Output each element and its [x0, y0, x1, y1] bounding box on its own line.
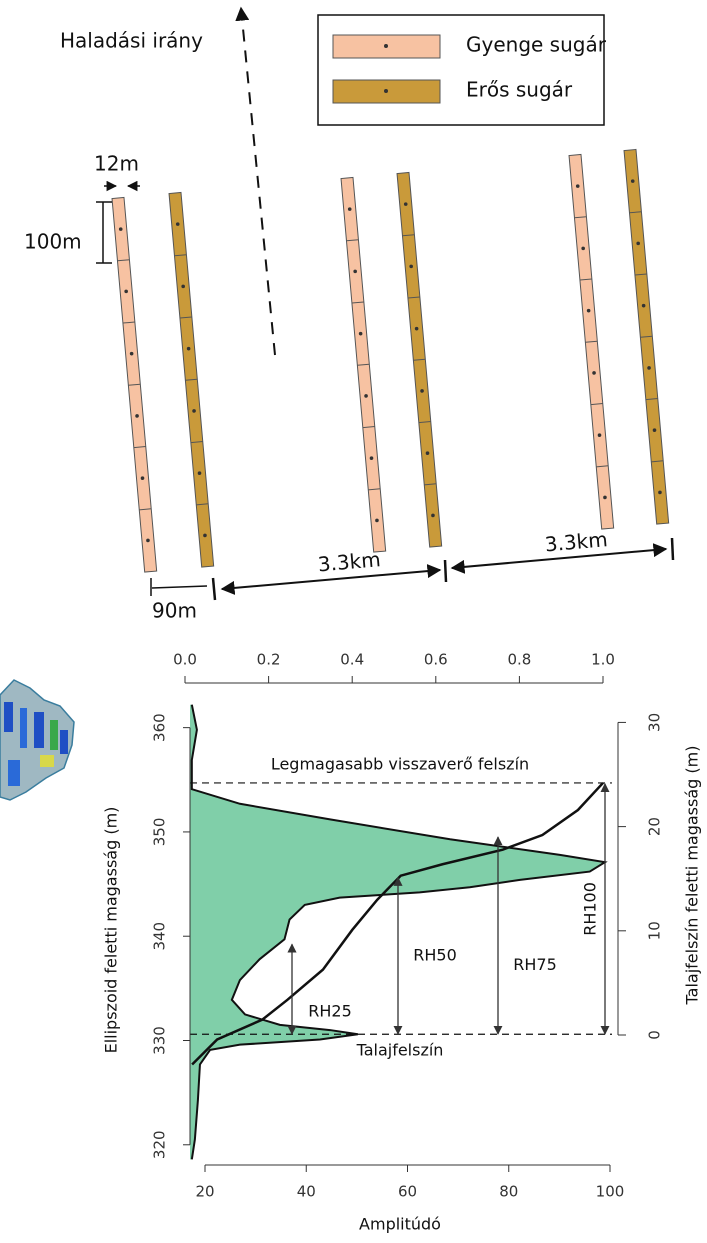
dimension-bar [445, 560, 446, 582]
chart: Amplitúdó Ellipszoid feletti magasság (m… [102, 651, 702, 1234]
legend-dot [384, 44, 388, 48]
x2-tick-label: 1.0 [591, 651, 615, 669]
legend-box [318, 15, 604, 125]
y-tick-label: 360 [151, 713, 169, 742]
beam [397, 172, 442, 547]
x2-tick-label: 0.4 [340, 651, 364, 669]
beam [624, 149, 669, 524]
dimension-label: 12m [94, 152, 139, 176]
legend-label: Gyenge sugár [466, 33, 607, 57]
x2-tick-label: 0.8 [507, 651, 531, 669]
reference-label: Legmagasabb visszaverő felszín [271, 754, 529, 773]
rh-label: RH50 [413, 945, 457, 964]
y2-tick-label: 30 [646, 713, 664, 732]
legend-dot [384, 89, 388, 93]
y-tick-label: 330 [151, 1026, 169, 1055]
x2-tick-label: 0.6 [424, 651, 448, 669]
dimension-bar [152, 586, 207, 588]
beam [341, 177, 386, 552]
x-tick-label: 20 [195, 1183, 214, 1201]
y2-tick-label: 10 [646, 921, 664, 940]
y-tick-label: 340 [151, 922, 169, 951]
rh-label: RH75 [513, 955, 557, 974]
legend-label: Erős sugár [466, 78, 573, 102]
page: { "diagram": { "direction_label": "Halad… [0, 0, 707, 1239]
dimension-label: 3.3km [544, 527, 609, 556]
figure: Haladási irány Gyenge sugár Erős sugár 1… [0, 0, 707, 1239]
x-axis-label: Amplitúdó [359, 1215, 441, 1234]
x-tick-label: 40 [297, 1183, 316, 1201]
x-tick-label: 100 [596, 1183, 625, 1201]
y-tick-label: 320 [151, 1130, 169, 1159]
beam [169, 192, 214, 567]
x2-tick-label: 0.0 [173, 651, 197, 669]
x-tick-label: 60 [398, 1183, 417, 1201]
direction-arrow [241, 8, 275, 355]
dimension-bar [672, 538, 673, 560]
y2-axis-label: Talajfelszín feletti magasság (m) [683, 746, 702, 1006]
beams [112, 149, 669, 572]
y-tick-label: 350 [151, 818, 169, 847]
y-axis-label: Ellipszoid feletti magasság (m) [102, 807, 121, 1054]
direction-label: Haladási irány [60, 29, 203, 53]
y2-tick-label: 20 [646, 817, 664, 836]
y2-tick-label: 0 [646, 1030, 664, 1040]
rh-label: RH100 [581, 882, 600, 936]
rh-label: RH25 [308, 1002, 352, 1021]
x2-tick-label: 0.2 [257, 651, 281, 669]
beam [569, 154, 614, 529]
dimension-label: 100m [24, 230, 82, 254]
dimension-label: 3.3km [317, 547, 382, 576]
dimension-bar [213, 578, 215, 600]
beam [112, 197, 157, 572]
x-tick-label: 80 [499, 1183, 518, 1201]
reference-label: Talajfelszín [356, 1041, 444, 1060]
map-inset [0, 680, 74, 800]
dimension-label: 90m [152, 599, 197, 623]
